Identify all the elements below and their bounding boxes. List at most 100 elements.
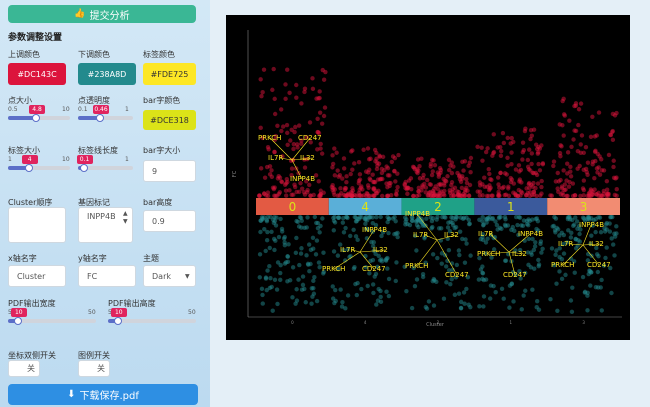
dot bbox=[557, 269, 562, 274]
dot bbox=[387, 181, 392, 186]
submit-button[interactable]: 👍 提交分析 bbox=[8, 5, 196, 23]
slider-handle[interactable] bbox=[32, 114, 41, 122]
dot bbox=[458, 305, 464, 311]
dot bbox=[374, 150, 379, 156]
y-name-input[interactable]: FC bbox=[78, 265, 136, 287]
dot bbox=[539, 143, 544, 148]
dot bbox=[311, 291, 317, 296]
dot bbox=[539, 250, 544, 255]
dot bbox=[272, 247, 277, 253]
dot bbox=[303, 300, 308, 305]
scroll-arrows[interactable]: ▲ ▼ bbox=[123, 210, 128, 225]
dot bbox=[563, 272, 568, 278]
gene-label: INPP4B bbox=[290, 175, 315, 183]
dot bbox=[572, 193, 578, 198]
slider-value: 0.1 bbox=[76, 155, 93, 164]
dot bbox=[374, 166, 380, 172]
color-input[interactable]: #FDE725 bbox=[143, 63, 196, 85]
slider-handle[interactable] bbox=[13, 317, 22, 325]
slider-label: PDF输出高度 bbox=[108, 299, 156, 308]
color-input[interactable]: #DC143C bbox=[8, 63, 66, 85]
dot bbox=[269, 168, 274, 173]
label-line bbox=[508, 233, 531, 253]
dot bbox=[460, 236, 465, 242]
label-line bbox=[582, 224, 592, 246]
dot bbox=[279, 179, 285, 185]
color-input[interactable]: #238A8D bbox=[78, 63, 136, 85]
slider-track[interactable] bbox=[8, 319, 96, 323]
dot bbox=[516, 187, 521, 193]
slider-handle[interactable] bbox=[24, 164, 33, 172]
dot bbox=[566, 214, 572, 220]
dot bbox=[411, 165, 417, 170]
bar-height-input[interactable]: 0.9 bbox=[143, 210, 196, 232]
dot bbox=[294, 95, 299, 100]
dot bbox=[298, 251, 304, 256]
dot bbox=[259, 94, 264, 99]
theme-select[interactable]: Dark ▼ bbox=[143, 265, 196, 287]
cluster-bar-label: 4 bbox=[361, 200, 369, 214]
slider-value: 10 bbox=[110, 308, 127, 317]
dot bbox=[570, 285, 575, 290]
dot bbox=[459, 185, 465, 191]
dot bbox=[571, 137, 576, 142]
y-name-label: y轴名字 bbox=[78, 254, 107, 263]
dot bbox=[340, 299, 345, 305]
dot bbox=[477, 255, 482, 261]
dot bbox=[332, 220, 338, 225]
dot bbox=[305, 215, 310, 220]
dot bbox=[569, 309, 575, 315]
dot bbox=[573, 215, 578, 220]
toggle-switch[interactable]: 关 bbox=[78, 360, 110, 377]
x-name-input[interactable]: Cluster bbox=[8, 265, 66, 287]
dot bbox=[370, 172, 375, 177]
dot bbox=[416, 189, 421, 194]
dot bbox=[516, 163, 522, 168]
dot bbox=[330, 165, 335, 170]
gene-mark-select[interactable]: INPP4B bbox=[78, 207, 133, 243]
gene-label: IL32 bbox=[444, 231, 459, 239]
dot bbox=[501, 140, 507, 146]
dot bbox=[485, 146, 490, 151]
slider-handle[interactable] bbox=[113, 317, 122, 325]
dot bbox=[415, 157, 421, 162]
dot bbox=[445, 225, 451, 230]
download-text: 下载保存.pdf bbox=[79, 391, 139, 402]
slider-track[interactable] bbox=[108, 319, 196, 323]
dot bbox=[446, 247, 452, 253]
dot bbox=[481, 294, 487, 299]
label-line bbox=[359, 251, 375, 270]
dot bbox=[451, 193, 456, 199]
slider-track[interactable] bbox=[8, 166, 70, 170]
dot bbox=[269, 229, 274, 235]
dot bbox=[585, 258, 591, 263]
slider-handle[interactable] bbox=[79, 164, 88, 172]
dot bbox=[513, 191, 518, 196]
dot bbox=[564, 240, 570, 245]
color-input[interactable]: #DCE318 bbox=[143, 110, 196, 130]
toggle-switch[interactable]: 关 bbox=[8, 360, 40, 377]
bar-text-size-input[interactable]: 9 bbox=[143, 160, 196, 182]
dot bbox=[481, 223, 486, 228]
slider-track[interactable] bbox=[78, 116, 133, 120]
dot bbox=[306, 242, 312, 247]
slider-handle[interactable] bbox=[96, 114, 104, 122]
cluster-order-textarea[interactable] bbox=[8, 207, 66, 243]
dot bbox=[596, 110, 602, 115]
y-axis-title: FC bbox=[232, 170, 238, 177]
dot bbox=[283, 188, 289, 193]
dot bbox=[609, 236, 614, 241]
dot bbox=[348, 233, 353, 239]
dot bbox=[553, 216, 559, 221]
slider-track[interactable] bbox=[78, 166, 133, 170]
dot bbox=[443, 264, 449, 269]
dot bbox=[342, 187, 348, 193]
dot bbox=[532, 266, 537, 271]
label-line bbox=[508, 251, 525, 255]
dot bbox=[494, 222, 500, 228]
download-button[interactable]: ⬇ 下载保存.pdf bbox=[8, 384, 198, 405]
dot bbox=[438, 170, 443, 176]
dot bbox=[394, 192, 399, 198]
dot bbox=[613, 176, 618, 181]
dot bbox=[551, 163, 556, 169]
